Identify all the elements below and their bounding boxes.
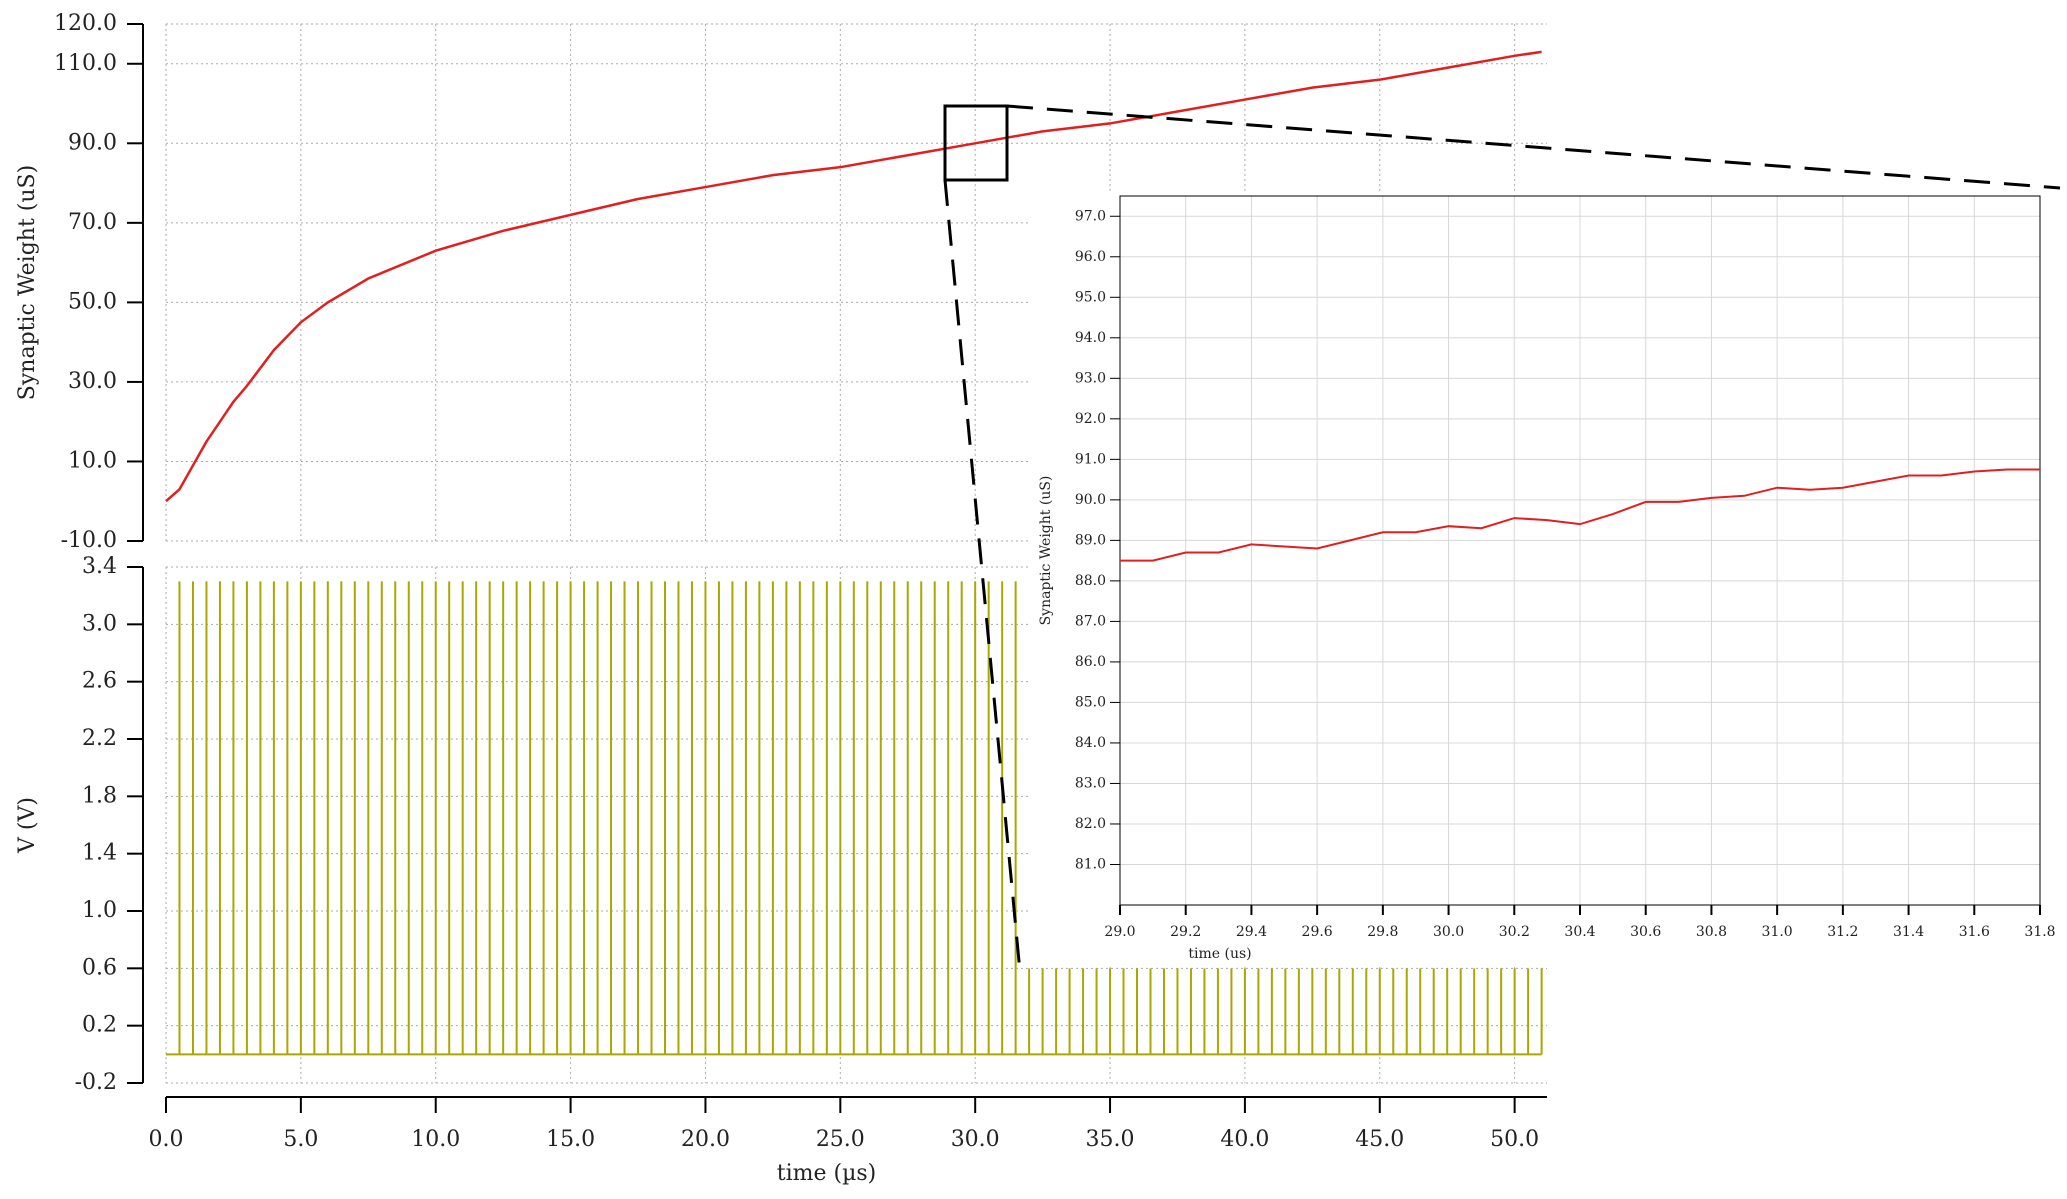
data-line bbox=[1120, 468, 2040, 562]
y-tick-label: 0.2 bbox=[82, 1013, 117, 1038]
x-tick-label: 29.2 bbox=[1170, 924, 1201, 940]
y-tick-label: 2.6 bbox=[82, 669, 117, 694]
y-tick-label: 89.0 bbox=[1075, 532, 1106, 548]
y-tick-label: 1.8 bbox=[82, 783, 117, 808]
x-tick-label: 30.2 bbox=[1499, 924, 1530, 940]
y-tick-label: -10.0 bbox=[61, 528, 117, 553]
y-axis-title: Synaptic Weight (uS) bbox=[1038, 476, 1054, 626]
plot-frame bbox=[1119, 195, 2041, 906]
y-tick-label: 92.0 bbox=[1075, 411, 1106, 427]
x-tick-label: 30.4 bbox=[1564, 924, 1595, 940]
inset-background bbox=[1031, 192, 2067, 967]
y-tick-label: 120.0 bbox=[54, 11, 117, 36]
zoom-connector bbox=[943, 179, 1022, 973]
x-tick-label: 31.4 bbox=[1893, 924, 1924, 940]
inset-panel: 29.0 29.2 29.4 29.6 29.8 30.0 30.2 30.4 30.6 30.8… bbox=[1038, 195, 2056, 962]
y-tick-label: 96.0 bbox=[1075, 249, 1106, 265]
x-tick-label: 29.0 bbox=[1104, 924, 1135, 940]
y-tick-label: 93.0 bbox=[1075, 370, 1106, 386]
y-tick-label: 0.6 bbox=[82, 955, 117, 980]
x-tick-label: 29.8 bbox=[1367, 924, 1398, 940]
y-tick-label: 82.0 bbox=[1075, 816, 1106, 832]
y-tick-label: 110.0 bbox=[54, 51, 117, 76]
y-tick-label: 81.0 bbox=[1075, 856, 1106, 872]
y-tick-label: 3.0 bbox=[82, 611, 117, 636]
y-tick-label: 90.0 bbox=[68, 130, 117, 155]
y-tick-label: 87.0 bbox=[1075, 613, 1106, 629]
y-tick-label: 97.0 bbox=[1075, 208, 1106, 224]
x-tick-label: 29.4 bbox=[1236, 924, 1267, 940]
x-tick-label: 15.0 bbox=[546, 1127, 595, 1152]
y-tick-label: 88.0 bbox=[1075, 573, 1106, 589]
y-tick-label: 70.0 bbox=[68, 210, 117, 235]
x-tick-label: 30.0 bbox=[1433, 924, 1464, 940]
y-tick-label: 10.0 bbox=[68, 448, 117, 473]
y-tick-label: 1.0 bbox=[82, 898, 117, 923]
y-axis-title: V (V) bbox=[15, 797, 40, 854]
data-line bbox=[165, 50, 1542, 503]
y-tick-label: 50.0 bbox=[68, 289, 117, 314]
x-tick-label: 29.6 bbox=[1302, 924, 1333, 940]
x-tick-label: 0.0 bbox=[149, 1127, 184, 1152]
x-tick-label: 30.0 bbox=[951, 1127, 1000, 1152]
x-tick-label: 31.2 bbox=[1827, 924, 1858, 940]
x-tick-label: 31.6 bbox=[1959, 924, 1990, 940]
y-tick-label: 84.0 bbox=[1075, 735, 1106, 751]
x-tick-label: 31.0 bbox=[1762, 924, 1793, 940]
y-tick-label: 86.0 bbox=[1075, 654, 1106, 670]
y-tick-label: 95.0 bbox=[1075, 289, 1106, 305]
y-tick-label: 91.0 bbox=[1075, 451, 1106, 467]
x-tick-label: 35.0 bbox=[1086, 1127, 1135, 1152]
y-tick-label: 1.4 bbox=[82, 841, 117, 866]
y-tick-label: -0.2 bbox=[75, 1070, 117, 1095]
x-tick-label: 50.0 bbox=[1490, 1127, 1539, 1152]
y-tick-label: 3.4 bbox=[82, 554, 117, 579]
y-tick-label: 90.0 bbox=[1075, 492, 1106, 508]
y-tick-label: 94.0 bbox=[1075, 330, 1106, 346]
y-axis-title: Synaptic Weight (uS) bbox=[15, 165, 40, 400]
x-tick-label: 30.8 bbox=[1696, 924, 1727, 940]
x-tick-label: 45.0 bbox=[1355, 1127, 1404, 1152]
y-tick-label: 30.0 bbox=[68, 369, 117, 394]
x-tick-label: 30.6 bbox=[1630, 924, 1661, 940]
y-tick-label: 2.2 bbox=[82, 726, 117, 751]
x-tick-label: 31.8 bbox=[2024, 924, 2055, 940]
x-tick-label: 20.0 bbox=[681, 1127, 730, 1152]
y-tick-label: 83.0 bbox=[1075, 775, 1106, 791]
x-tick-label: 5.0 bbox=[283, 1127, 318, 1152]
x-tick-label: 10.0 bbox=[411, 1127, 460, 1152]
y-tick-label: 85.0 bbox=[1075, 694, 1106, 710]
zoom-box bbox=[943, 104, 1009, 182]
x-axis-title: time (us) bbox=[1188, 946, 1251, 962]
x-tick-label: 40.0 bbox=[1220, 1127, 1269, 1152]
zoom-connector bbox=[1006, 104, 2061, 190]
x-tick-label: 25.0 bbox=[816, 1127, 865, 1152]
x-axis-title: time (µs) bbox=[777, 1161, 877, 1186]
